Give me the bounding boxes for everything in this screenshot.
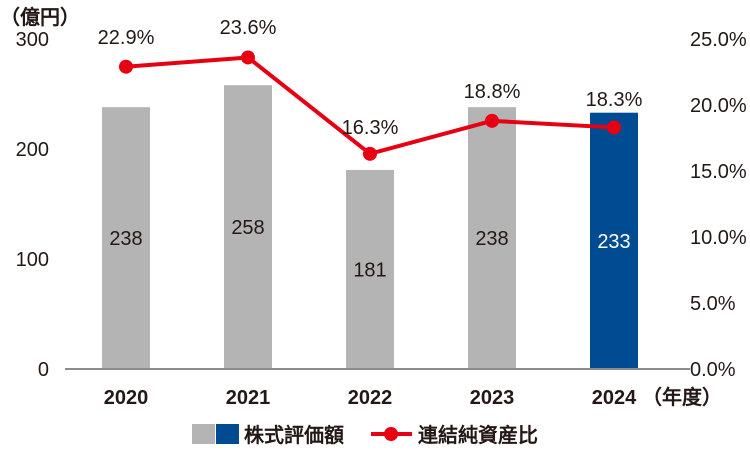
line-value-label: 18.8% [464, 81, 521, 103]
bar-value-label: 181 [353, 259, 386, 281]
right-tick-label: 20.0% [690, 95, 747, 117]
line-point-2022 [363, 146, 377, 161]
line-path [125, 55, 615, 156]
x-axis-ticks: 2020 2021 2022 2023 2024 （年度） [104, 385, 722, 409]
line-point-2020 [119, 59, 133, 74]
x-tick-label: 2023 [470, 387, 515, 409]
x-tick-label: 2021 [226, 387, 271, 409]
bar-value-label: 233 [597, 231, 630, 253]
bar-2024 [590, 112, 638, 369]
bar-2022 [346, 169, 394, 369]
x-axis-unit-label: （年度） [642, 385, 722, 409]
line-value-label: 23.6% [220, 17, 277, 39]
legend: 株式評価額 連結純資産比 [192, 423, 538, 447]
right-tick-label: 10.0% [690, 227, 747, 249]
left-axis-ticks: 0 100 200 300 [16, 29, 49, 381]
bar-value-labels: 238 258 181 238 233 [109, 217, 630, 281]
line-point-2024 [607, 120, 621, 135]
line-point-2021 [241, 50, 255, 65]
right-tick-label: 5.0% [690, 293, 736, 315]
bar-2021 [224, 85, 272, 369]
legend-dot-icon [384, 427, 398, 441]
right-axis-ticks: 0.0% 5.0% 10.0% 15.0% 20.0% 25.0% [690, 29, 747, 381]
right-tick-label: 0.0% [690, 359, 736, 381]
bar-2023 [468, 107, 516, 369]
legend-line-label: 連結純資産比 [418, 423, 538, 447]
x-tick-label: 2022 [348, 387, 393, 409]
x-tick-label: 2024 [592, 387, 637, 409]
left-tick-label: 0 [38, 359, 49, 381]
right-tick-label: 25.0% [690, 29, 747, 51]
bar-series [102, 85, 638, 369]
line-point-2023 [485, 113, 499, 128]
line-value-label: 22.9% [98, 27, 155, 49]
bar-2020 [102, 107, 150, 369]
line-series [119, 50, 621, 161]
left-tick-label: 200 [16, 139, 49, 161]
line-value-label: 18.3% [586, 89, 643, 111]
legend-swatch-gray [192, 424, 215, 444]
x-tick-label: 2020 [104, 387, 149, 409]
left-tick-label: 100 [16, 249, 49, 271]
bar-value-label: 238 [475, 228, 508, 250]
right-tick-label: 15.0% [690, 161, 747, 183]
left-axis-unit-label: （億円） [0, 5, 80, 29]
legend-bar-label: 株式評価額 [244, 423, 344, 447]
left-tick-label: 300 [16, 29, 49, 51]
bar-value-label: 258 [231, 217, 264, 239]
line-value-labels: 22.9% 23.6% 16.3% 18.8% 18.3% [98, 17, 643, 139]
bar-value-label: 238 [109, 228, 142, 250]
legend-swatch-blue [216, 424, 239, 444]
line-value-label: 16.3% [342, 117, 399, 139]
